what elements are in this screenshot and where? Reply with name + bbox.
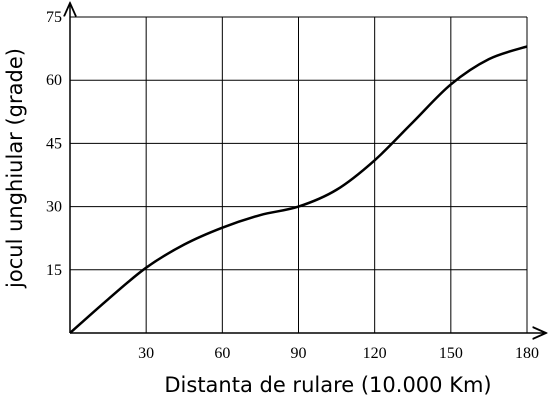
x-tick-label: 30 — [138, 345, 154, 362]
y-axis-title: jocul unghiular (grade) — [3, 48, 27, 289]
x-tick-label: 90 — [291, 345, 307, 362]
x-tick-label: 120 — [363, 345, 387, 362]
y-tick-label: 15 — [46, 262, 62, 279]
y-tick-label: 30 — [46, 199, 62, 216]
y-tick-label: 60 — [46, 72, 62, 89]
y-tick-label: 75 — [46, 9, 62, 26]
x-tick-label: 180 — [515, 345, 539, 362]
data-line — [69, 45, 528, 334]
x-tick-label: 60 — [214, 345, 230, 362]
x-tick-label: 150 — [439, 345, 463, 362]
x-axis-title: Distanta de rulare (10.000 Km) — [164, 373, 491, 397]
y-tick-label: 45 — [46, 135, 62, 152]
